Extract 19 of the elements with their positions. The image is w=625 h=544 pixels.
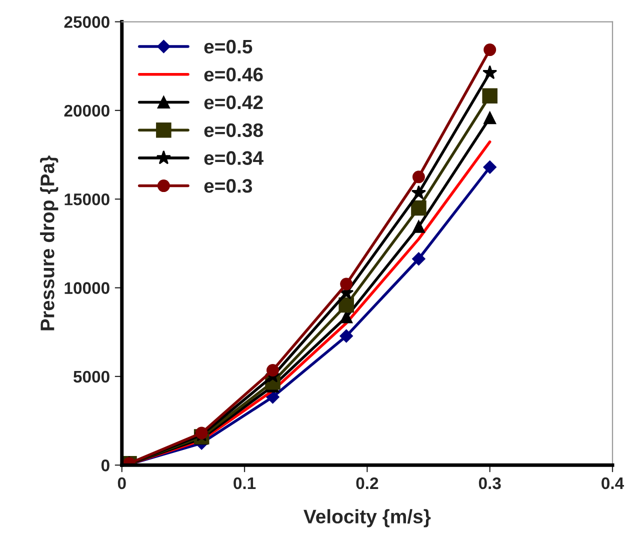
y-tick-label: 0 — [101, 460, 110, 472]
legend-label: e=0.38 — [204, 123, 263, 138]
x-axis-title: Velocity {m/s} — [304, 509, 431, 528]
y-tick-label: 15000 — [64, 194, 110, 206]
x-tick-label: 0 — [118, 477, 126, 490]
y-tick-label: 20000 — [64, 104, 110, 117]
y-axis-title: Pressure drop {Pa} — [40, 156, 58, 330]
x-tick-label: 0.2 — [356, 477, 378, 490]
x-tick-label: 0.1 — [234, 477, 256, 490]
legend-label: e=0.34 — [204, 151, 264, 165]
x-tick-label: 0.4 — [602, 477, 624, 490]
y-tick-label: 25000 — [64, 16, 110, 28]
legend-label: e=0.3 — [204, 179, 252, 193]
legend-label: e=0.5 — [204, 40, 252, 54]
x-tick-label: 0.3 — [478, 477, 501, 490]
y-tick-label: 10000 — [64, 282, 110, 294]
y-tick-label: 5000 — [74, 370, 110, 383]
legend-label: e=0.46 — [204, 68, 263, 82]
legend-label: e=0.42 — [204, 95, 263, 110]
